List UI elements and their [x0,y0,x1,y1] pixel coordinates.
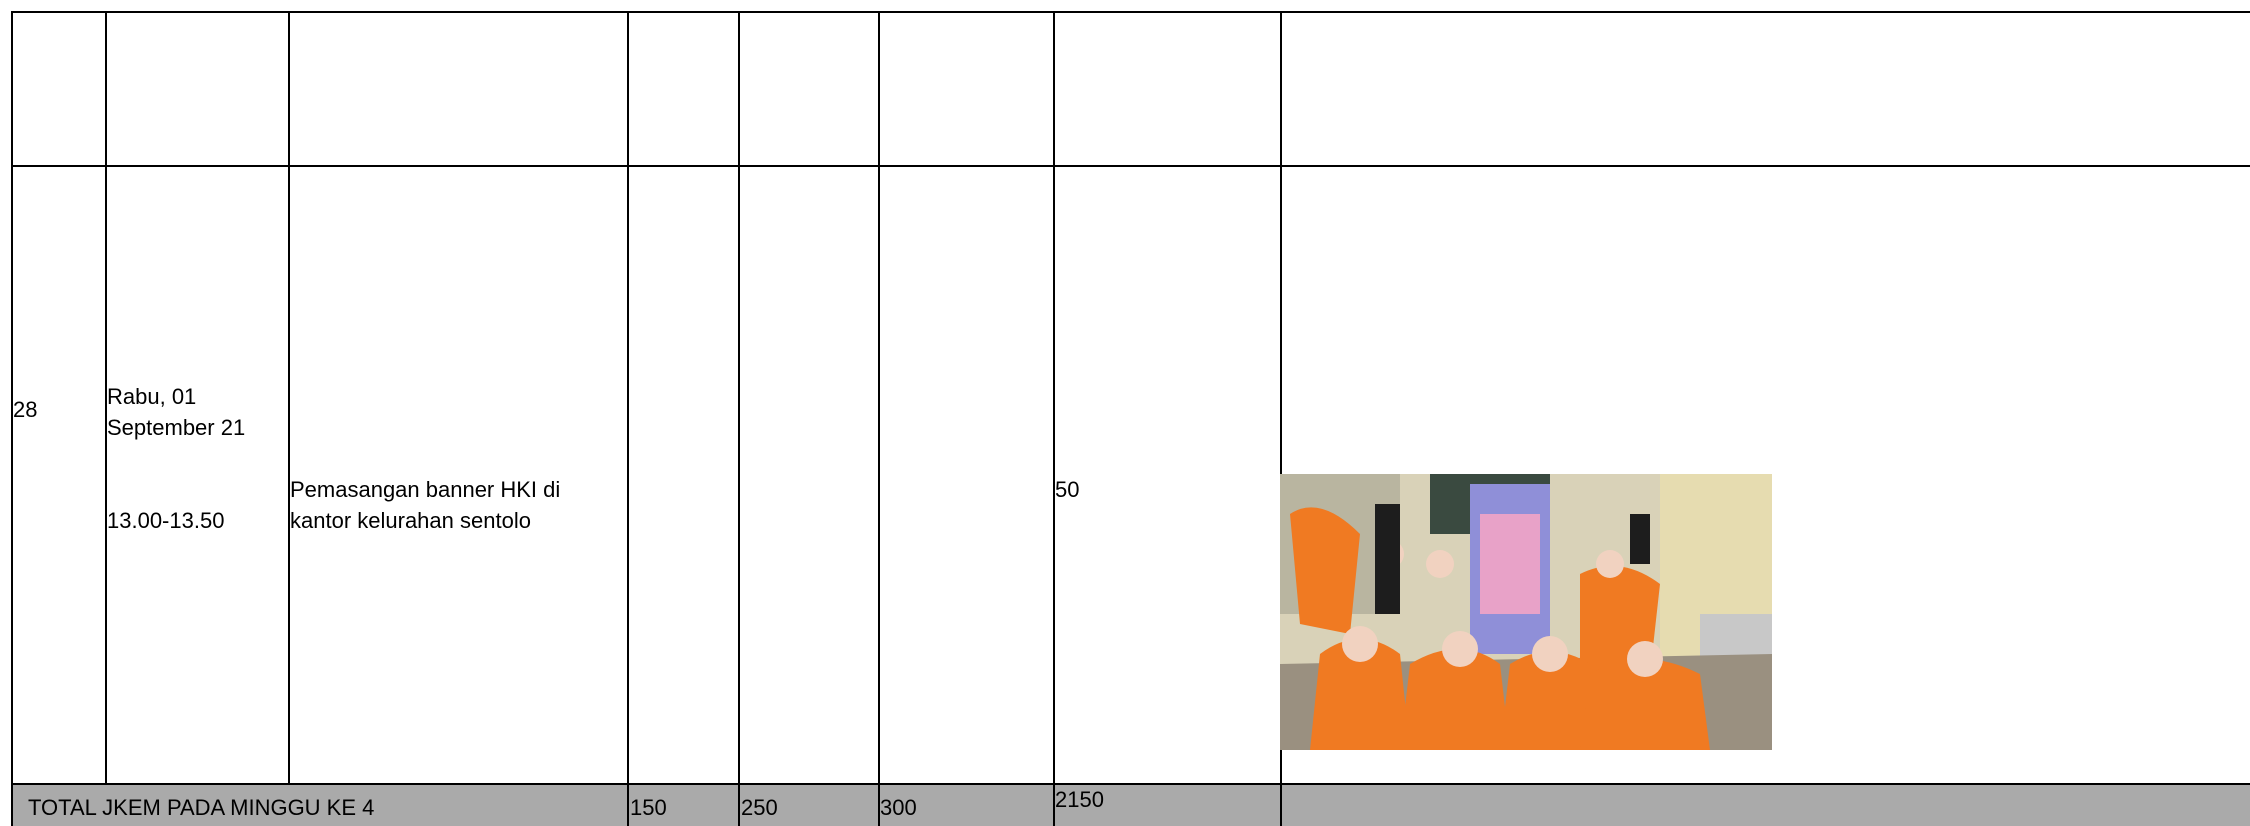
total-value: 2150 [1055,787,1104,812]
row-border [11,11,2250,13]
total-row-bg [11,783,2250,826]
col-border [1053,11,1055,826]
activity-photo [1280,474,1772,750]
total-value: 250 [741,795,778,820]
row-activity: Pemasangan banner HKI di kantor keluraha… [290,477,561,533]
row-time: 13.00-13.50 [107,508,225,533]
row-border [11,783,2250,785]
col-border [878,11,880,826]
col-border [105,11,107,784]
total-label: TOTAL JKEM PADA MINGGU KE 4 [28,795,375,820]
col-border [738,11,740,826]
row-jkem: 50 [1055,477,1080,502]
total-value: 150 [630,795,667,820]
row-number: 28 [13,397,38,422]
row-border [11,165,2250,167]
total-value: 300 [880,795,917,820]
row-date: September 21 [107,415,246,440]
col-border [1280,11,1282,826]
row-day: Rabu, 01 [107,384,197,409]
col-border [288,11,290,784]
col-border [11,11,13,826]
col-border [627,11,629,826]
